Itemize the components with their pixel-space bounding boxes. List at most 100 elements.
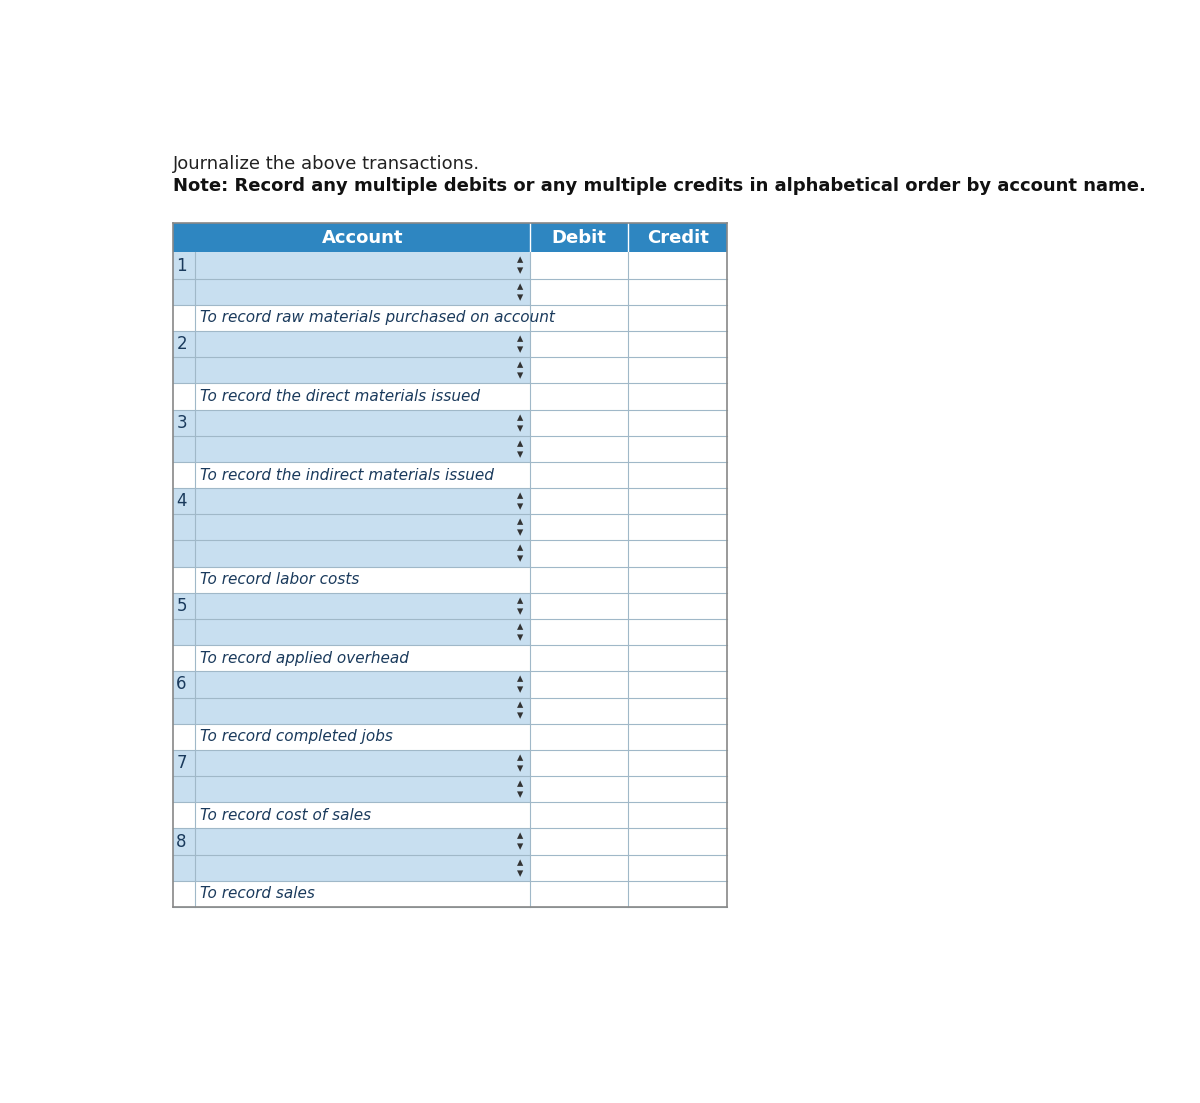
Text: To record labor costs: To record labor costs <box>199 572 359 587</box>
Bar <box>173 567 529 592</box>
Bar <box>529 645 628 672</box>
Text: ▴
▾: ▴ ▾ <box>517 698 523 722</box>
Bar <box>529 567 628 592</box>
Bar <box>628 855 727 881</box>
Text: ▴
▾: ▴ ▾ <box>517 542 523 566</box>
Bar <box>173 223 727 253</box>
Bar <box>628 436 727 462</box>
Text: ▴
▾: ▴ ▾ <box>517 856 523 880</box>
Bar <box>173 855 529 881</box>
Bar <box>628 619 727 645</box>
Text: Credit: Credit <box>647 228 709 247</box>
Bar <box>173 881 529 907</box>
Bar <box>173 436 529 462</box>
Bar <box>173 697 529 724</box>
Bar <box>529 436 628 462</box>
Bar <box>173 409 529 436</box>
Bar <box>628 881 727 907</box>
Bar <box>628 724 727 750</box>
Bar <box>173 619 529 645</box>
Bar <box>529 724 628 750</box>
Bar <box>628 828 727 855</box>
Text: To record applied overhead: To record applied overhead <box>199 651 408 666</box>
Bar <box>173 750 529 777</box>
Bar <box>628 697 727 724</box>
Bar <box>529 802 628 828</box>
Bar <box>173 279 529 304</box>
Text: Debit: Debit <box>552 228 606 247</box>
Bar <box>628 540 727 567</box>
Bar <box>173 489 529 514</box>
Bar <box>173 540 529 567</box>
Bar <box>173 384 529 409</box>
Text: To record the direct materials issued: To record the direct materials issued <box>199 389 480 404</box>
Text: ▴
▾: ▴ ▾ <box>517 332 523 356</box>
Text: ▴
▾: ▴ ▾ <box>517 410 523 435</box>
Text: ▴
▾: ▴ ▾ <box>517 280 523 303</box>
Bar <box>628 489 727 514</box>
Text: Note: Record any multiple debits or any multiple credits in alphabetical order b: Note: Record any multiple debits or any … <box>173 176 1146 195</box>
Bar <box>628 304 727 331</box>
Bar <box>628 253 727 279</box>
Text: To record cost of sales: To record cost of sales <box>199 807 371 823</box>
Bar <box>628 802 727 828</box>
Text: Account: Account <box>322 228 403 247</box>
Bar <box>628 750 727 777</box>
Text: ▴
▾: ▴ ▾ <box>517 829 523 854</box>
Bar <box>529 592 628 619</box>
Text: 6: 6 <box>176 675 187 694</box>
Text: 2: 2 <box>176 335 187 353</box>
Bar <box>529 279 628 304</box>
Text: To record completed jobs: To record completed jobs <box>199 729 392 745</box>
Text: ▴
▾: ▴ ▾ <box>517 437 523 461</box>
Text: 3: 3 <box>176 414 187 431</box>
Bar <box>628 645 727 672</box>
Bar <box>628 514 727 540</box>
Bar <box>529 331 628 357</box>
Bar <box>529 384 628 409</box>
Text: Journalize the above transactions.: Journalize the above transactions. <box>173 156 480 173</box>
Bar <box>529 462 628 489</box>
Bar <box>628 672 727 697</box>
Bar <box>529 253 628 279</box>
Bar <box>529 409 628 436</box>
Bar <box>173 592 529 619</box>
Text: ▴
▾: ▴ ▾ <box>517 620 523 644</box>
Bar <box>529 828 628 855</box>
Bar <box>628 357 727 384</box>
Text: ▴
▾: ▴ ▾ <box>517 778 523 801</box>
Bar <box>529 619 628 645</box>
Text: 7: 7 <box>176 754 187 772</box>
Bar <box>529 855 628 881</box>
Bar <box>529 672 628 697</box>
Text: ▴
▾: ▴ ▾ <box>517 254 523 278</box>
Bar <box>173 724 529 750</box>
Text: ▴
▾: ▴ ▾ <box>517 515 523 539</box>
Text: ▴
▾: ▴ ▾ <box>517 751 523 775</box>
Bar <box>628 279 727 304</box>
Bar <box>628 384 727 409</box>
Bar <box>173 514 529 540</box>
Bar <box>173 357 529 384</box>
Bar <box>173 462 529 489</box>
Bar <box>173 331 529 357</box>
Bar <box>173 828 529 855</box>
Bar <box>628 331 727 357</box>
Text: 5: 5 <box>176 597 187 614</box>
Bar <box>628 462 727 489</box>
Text: ▴
▾: ▴ ▾ <box>517 358 523 383</box>
Bar <box>173 672 529 697</box>
Bar <box>173 645 529 672</box>
Bar <box>529 881 628 907</box>
Bar <box>529 304 628 331</box>
Text: ▴
▾: ▴ ▾ <box>517 490 523 513</box>
Text: ▴
▾: ▴ ▾ <box>517 673 523 696</box>
Bar <box>529 540 628 567</box>
Bar <box>529 357 628 384</box>
Bar <box>173 777 529 802</box>
Bar <box>173 802 529 828</box>
Bar <box>529 697 628 724</box>
Text: To record the indirect materials issued: To record the indirect materials issued <box>199 468 493 482</box>
Bar <box>529 514 628 540</box>
Text: ▴
▾: ▴ ▾ <box>517 593 523 618</box>
